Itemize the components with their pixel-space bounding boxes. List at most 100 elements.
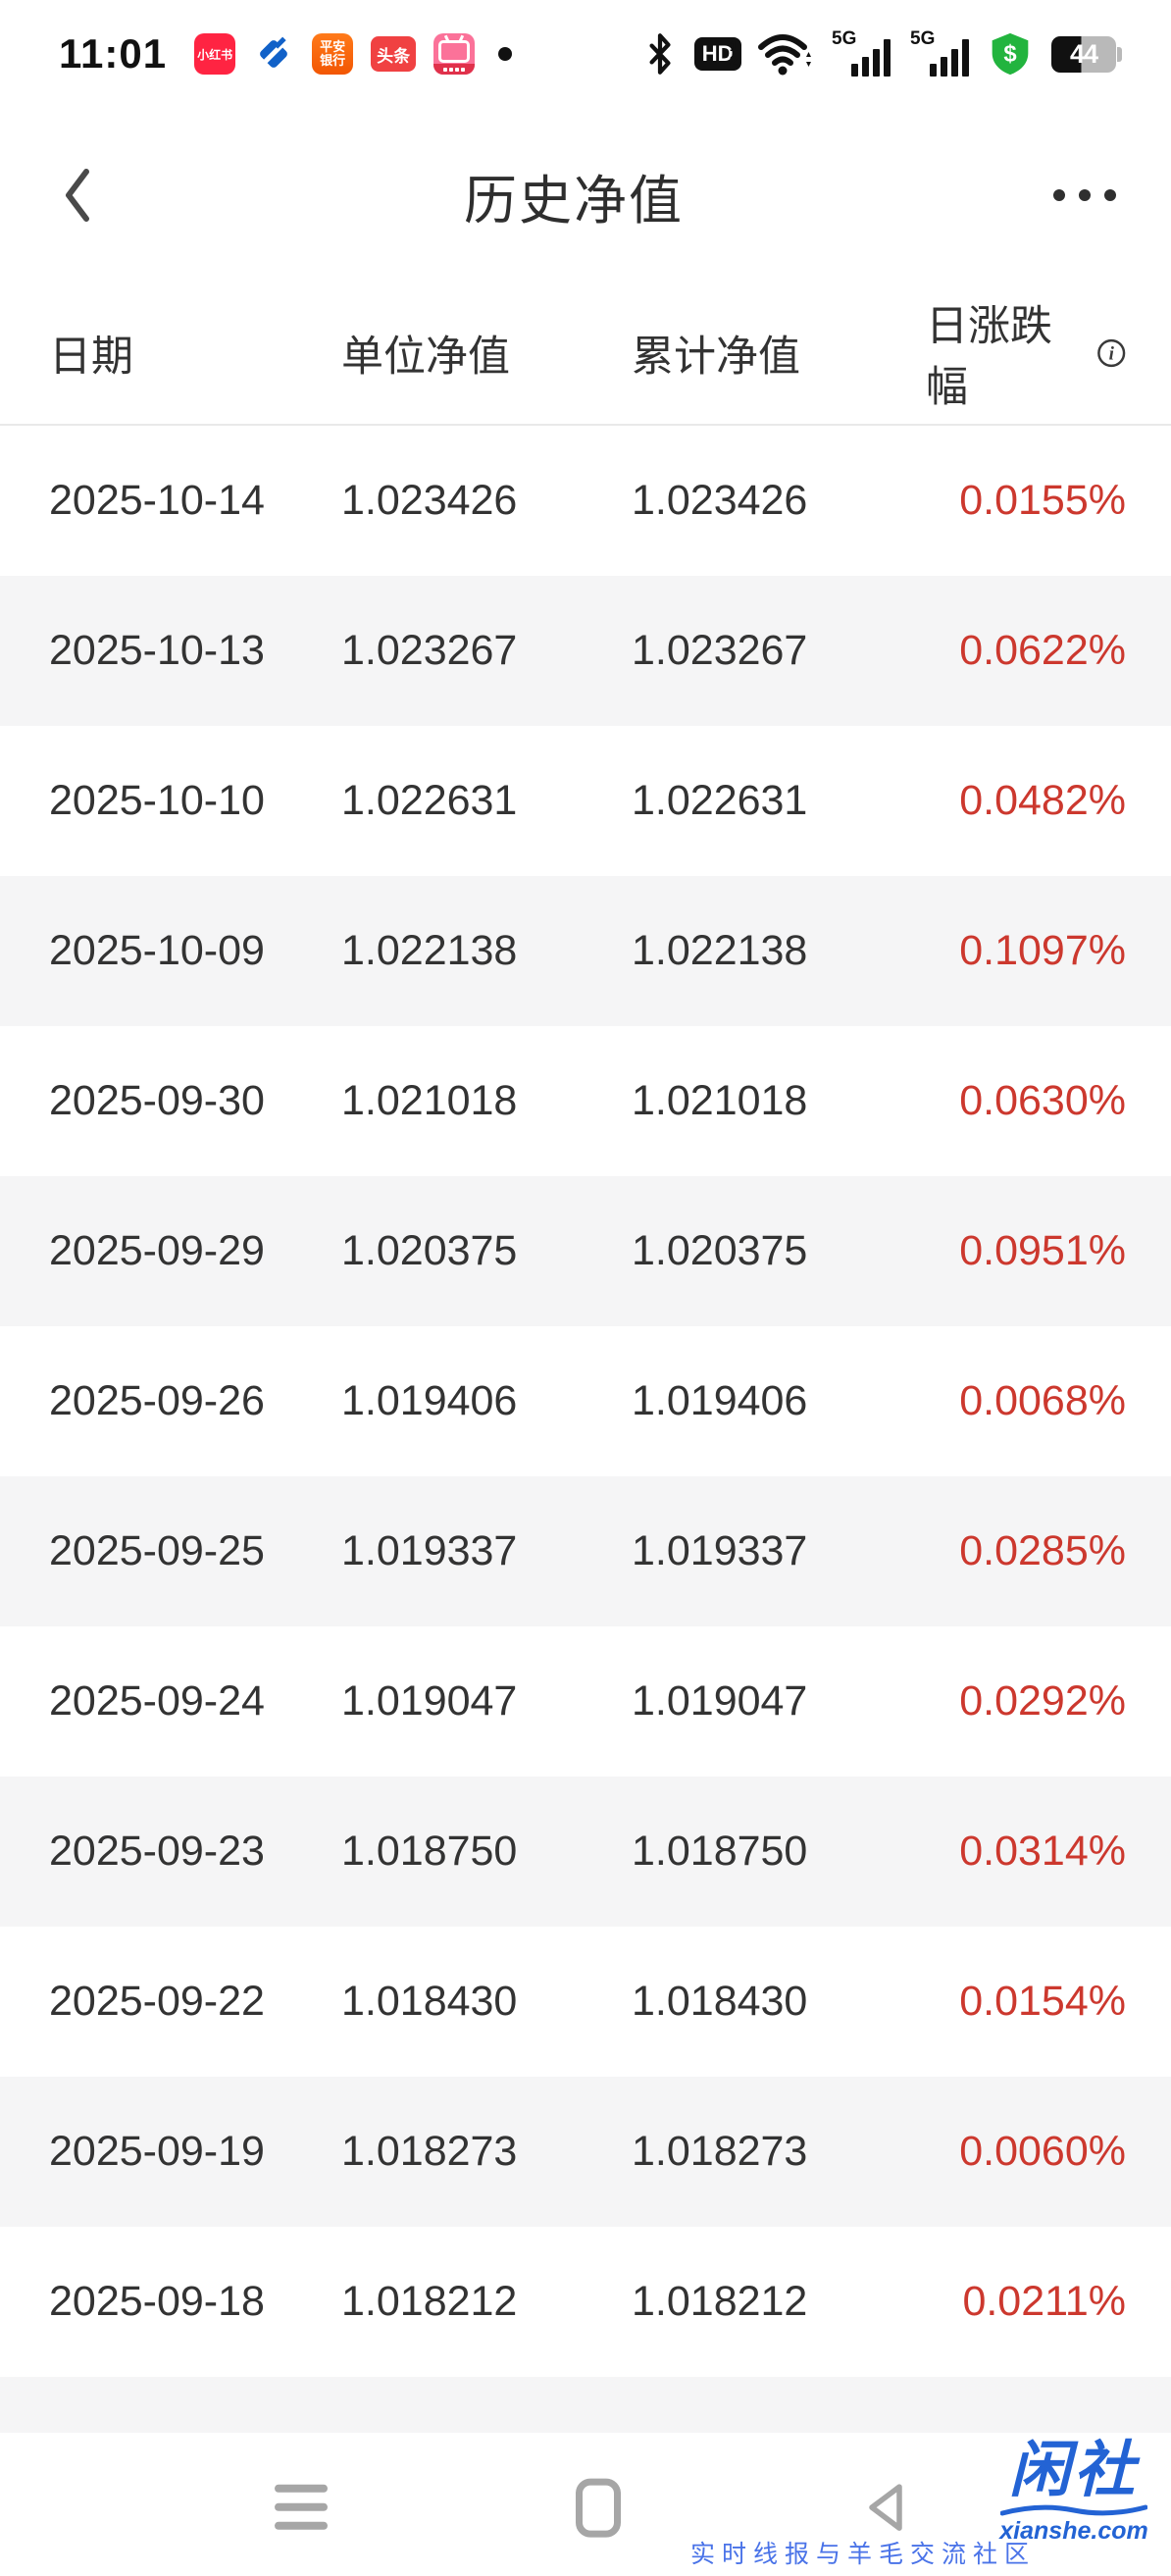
table-row: 2025-10-10 1.022631 1.022631 0.0482% (0, 726, 1171, 876)
next-row-partial (0, 2377, 1171, 2433)
row-change: 0.0482% (959, 777, 1126, 824)
row-cum-nav: 1.022138 (632, 927, 808, 974)
more-notifications-dot-icon (498, 47, 513, 61)
row-change: 0.0630% (959, 1077, 1126, 1124)
battery-icon: 44 (1051, 35, 1122, 73)
row-date: 2025-10-10 (49, 777, 265, 824)
table-row: 2025-09-19 1.018273 1.018273 0.0060% (0, 2077, 1171, 2227)
row-unit-nav: 1.023267 (341, 627, 518, 674)
row-change: 0.0155% (959, 477, 1126, 524)
svg-text:$: $ (1003, 40, 1016, 67)
table-row: 2025-09-22 1.018430 1.018430 0.0154% (0, 1927, 1171, 2077)
row-date: 2025-09-25 (49, 1527, 265, 1574)
row-change: 0.0622% (959, 627, 1126, 674)
row-cum-nav: 1.018430 (632, 1978, 808, 2025)
bilibili-tv-icon (438, 40, 471, 63)
clock: 11:01 (59, 30, 168, 77)
dot-icon (1104, 189, 1116, 201)
security-shield-icon: $ (992, 32, 1029, 76)
row-cum-nav: 1.019337 (632, 1527, 808, 1574)
row-date: 2025-09-30 (49, 1077, 265, 1124)
row-date: 2025-09-26 (49, 1377, 265, 1424)
bilibili-app-icon (433, 33, 476, 75)
row-unit-nav: 1.018430 (341, 1978, 518, 2025)
table-row: 2025-09-30 1.021018 1.021018 0.0630% (0, 1026, 1171, 1176)
row-change: 0.0314% (959, 1828, 1126, 1875)
table-row: 2025-09-29 1.020375 1.020375 0.0951% (0, 1176, 1171, 1326)
row-change: 0.0211% (962, 2278, 1126, 2325)
table-body[interactable]: 2025-10-14 1.023426 1.023426 0.0155% 202… (0, 426, 1171, 2377)
back-button[interactable] (59, 166, 94, 225)
signal-sim1-icon: 5G (832, 29, 891, 77)
row-cum-nav: 1.018273 (632, 2128, 808, 2175)
table-header: 日期 单位净值 累计净值 日涨跌幅 i (0, 283, 1171, 424)
volte-hd-indicator: HD 1 2 (693, 37, 741, 71)
toutiao-app-icon: 头条 (371, 36, 417, 72)
hd-icon: HD (693, 37, 741, 71)
android-nav-bar: 实时线报与羊毛交流社区 闲社 xianshe.com (0, 2433, 1171, 2576)
table-row: 2025-09-24 1.019047 1.019047 0.0292% (0, 1626, 1171, 1777)
page-title: 历史净值 (464, 171, 684, 231)
row-date: 2025-09-29 (49, 1227, 265, 1274)
row-change: 0.0951% (959, 1227, 1126, 1274)
status-bar-left: 11:01 小红书 平安 银行 头条 (59, 30, 513, 77)
dot-icon (1079, 189, 1091, 201)
row-date: 2025-09-19 (49, 2128, 265, 2175)
row-unit-nav: 1.022138 (341, 927, 518, 974)
ccb-bank-app-icon (253, 33, 295, 75)
row-cum-nav: 1.022631 (632, 777, 808, 824)
row-cum-nav: 1.023267 (632, 627, 808, 674)
col-header-cum-nav: 累计净值 (632, 334, 800, 381)
watermark-caption: 实时线报与羊毛交流社区 (689, 2541, 1036, 2568)
row-change: 0.0068% (959, 1377, 1126, 1424)
swoosh-icon (1000, 2504, 1147, 2516)
xianshe-domain: xianshe.com (999, 2517, 1148, 2545)
bilibili-banner (433, 64, 476, 75)
info-icon[interactable]: i (1096, 337, 1126, 369)
row-change: 0.0060% (959, 2128, 1126, 2175)
svg-text:i: i (1108, 344, 1114, 365)
status-bar-right: HD 1 2 5G 5G (645, 29, 1122, 77)
header-divider (0, 424, 1171, 426)
table-row: 2025-09-26 1.019406 1.019406 0.0068% (0, 1326, 1171, 1476)
row-unit-nav: 1.023426 (341, 477, 518, 524)
row-unit-nav: 1.020375 (341, 1227, 518, 1274)
pingan-bank-app-icon: 平安 银行 (312, 33, 354, 75)
row-cum-nav: 1.018212 (632, 2278, 808, 2325)
row-change: 0.0154% (959, 1978, 1126, 2025)
nav-back-button[interactable] (864, 2482, 905, 2533)
row-cum-nav: 1.023426 (632, 477, 808, 524)
row-unit-nav: 1.019406 (341, 1377, 518, 1424)
status-bar: 11:01 小红书 平安 银行 头条 (0, 0, 1171, 108)
row-change: 0.0285% (959, 1527, 1126, 1574)
bluetooth-icon (649, 33, 671, 75)
row-change: 0.0292% (959, 1677, 1126, 1725)
row-date: 2025-09-23 (49, 1828, 265, 1875)
row-date: 2025-09-18 (49, 2278, 265, 2325)
row-date: 2025-09-24 (49, 1677, 265, 1725)
xianshe-watermark: 闲社 xianshe.com (991, 2441, 1157, 2546)
row-date: 2025-10-09 (49, 927, 265, 974)
row-unit-nav: 1.021018 (341, 1077, 518, 1124)
row-unit-nav: 1.022631 (341, 777, 518, 824)
col-header-unit-nav: 单位净值 (341, 334, 510, 381)
row-unit-nav: 1.019047 (341, 1677, 518, 1725)
row-date: 2025-10-13 (49, 627, 265, 674)
row-date: 2025-09-22 (49, 1978, 265, 2025)
row-cum-nav: 1.019047 (632, 1677, 808, 1725)
table-row: 2025-10-14 1.023426 1.023426 0.0155% (0, 426, 1171, 576)
col-header-date: 日期 (49, 334, 133, 381)
table-row: 2025-10-09 1.022138 1.022138 0.1097% (0, 876, 1171, 1026)
row-cum-nav: 1.020375 (632, 1227, 808, 1274)
row-change: 0.1097% (959, 927, 1126, 974)
recent-apps-button[interactable] (275, 2484, 328, 2530)
more-menu-button[interactable] (1053, 189, 1116, 201)
home-button[interactable] (576, 2478, 621, 2538)
table-row: 2025-09-18 1.018212 1.018212 0.0211% (0, 2227, 1171, 2377)
row-date: 2025-10-14 (49, 477, 265, 524)
app-bar: 历史净值 (0, 108, 1171, 283)
row-cum-nav: 1.019406 (632, 1377, 808, 1424)
table-row: 2025-10-13 1.023267 1.023267 0.0622% (0, 576, 1171, 726)
col-header-daily-change: 日涨跌幅 (926, 303, 1052, 411)
